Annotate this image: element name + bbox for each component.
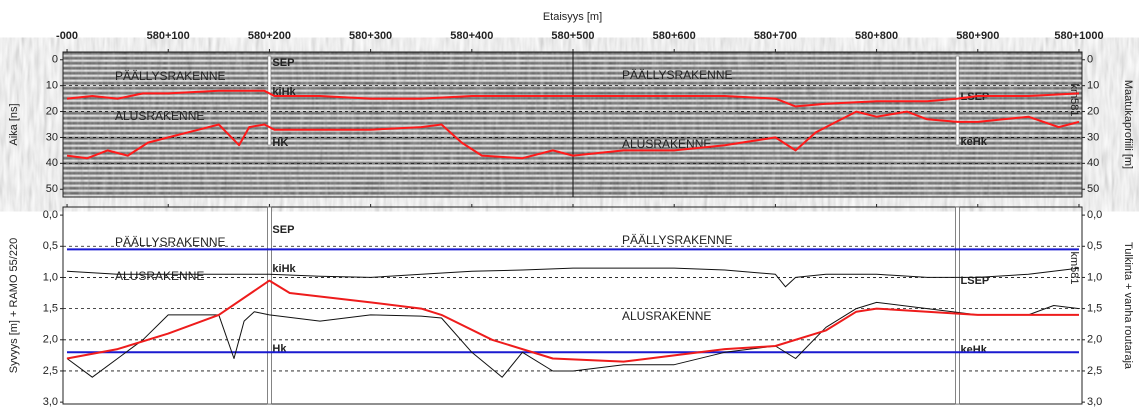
y-tick-label: 20 bbox=[46, 105, 58, 117]
y2-tick-label: 40 bbox=[1087, 157, 1099, 169]
y-tick-label: 0,5 bbox=[43, 240, 58, 252]
x-tick-label: 580+400 bbox=[450, 30, 493, 42]
y2-axis-title: Maatukaprofiili [m] bbox=[1122, 80, 1134, 169]
y2-tick-label: 3,0 bbox=[1087, 396, 1102, 408]
annotation: ALUSRAKENNE bbox=[115, 269, 204, 283]
annotation: ALUSRAKENNE bbox=[622, 309, 711, 323]
y2-tick-label: 0 bbox=[1087, 54, 1093, 66]
y2-tick-label: 50 bbox=[1087, 183, 1099, 195]
marker-label: HK bbox=[272, 137, 288, 149]
y-tick-label: 30 bbox=[46, 131, 58, 143]
plot-frame bbox=[62, 51, 1083, 198]
marker-line bbox=[955, 206, 960, 405]
data-line bbox=[66, 267, 1080, 288]
y2-tick-label: 1,5 bbox=[1087, 303, 1102, 315]
marker-label: keHk bbox=[961, 136, 988, 148]
x-tick-label: 580+300 bbox=[349, 30, 392, 42]
y2-tick-label: 30 bbox=[1087, 131, 1099, 143]
annotation: PÄÄLLYSRAKENNE bbox=[115, 235, 226, 249]
y-tick-label: 2,5 bbox=[43, 365, 58, 377]
y2-tick-label: 0,5 bbox=[1087, 240, 1102, 252]
annotation: PÄÄLLYSRAKENNE bbox=[115, 69, 226, 83]
x-tick-label: 580+600 bbox=[653, 30, 696, 42]
y-tick-label: 50 bbox=[46, 183, 58, 195]
data-line bbox=[66, 279, 1079, 363]
annotation: PÄÄLLYSRAKENNE bbox=[622, 68, 733, 82]
y2-axis-title: Tulkinta + vanha routaraja bbox=[1122, 242, 1134, 370]
marker-label: kiHk bbox=[272, 263, 296, 275]
marker-label: kiHk bbox=[272, 86, 296, 98]
y-axis-title: Syvyys [m] + RAMO 55/220 bbox=[8, 238, 20, 373]
data-line bbox=[66, 89, 1080, 108]
marker-label: LSEP bbox=[961, 275, 990, 287]
annotation: ALUSRAKENNE bbox=[115, 109, 204, 123]
y2-tick-label: 10 bbox=[1087, 80, 1099, 92]
y2-tick-label: 2,0 bbox=[1087, 334, 1102, 346]
data-line bbox=[66, 301, 1080, 378]
x-axis-title: Etaisyys [m] bbox=[543, 11, 602, 23]
annotation: PÄÄLLYSRAKENNE bbox=[622, 233, 733, 247]
y2-tick-label: 2,5 bbox=[1087, 365, 1102, 377]
annotation: ALUSRAKENNE bbox=[622, 137, 711, 151]
x-tick-label: -000 bbox=[56, 30, 78, 42]
x-tick-label: 580+1000 bbox=[1054, 30, 1103, 42]
side-label: km581 bbox=[1068, 83, 1080, 116]
y-tick-label: 3,0 bbox=[43, 396, 58, 408]
marker-label: SEP bbox=[272, 57, 294, 69]
marker-line bbox=[267, 55, 272, 146]
plot-frame bbox=[62, 206, 1083, 405]
y2-tick-label: 0,0 bbox=[1087, 209, 1102, 221]
y-tick-label: 10 bbox=[46, 80, 58, 92]
x-tick-label: 580+800 bbox=[855, 30, 898, 42]
x-tick-label: 580+100 bbox=[147, 30, 190, 42]
marker-line bbox=[955, 55, 960, 146]
x-tick-label: 580+900 bbox=[956, 30, 999, 42]
y-tick-label: 40 bbox=[46, 157, 58, 169]
data-line bbox=[66, 110, 1080, 160]
y-tick-label: 0 bbox=[52, 54, 58, 66]
y-tick-label: 0,0 bbox=[43, 209, 58, 221]
y-tick-label: 1,5 bbox=[43, 303, 58, 315]
y2-tick-label: 20 bbox=[1087, 105, 1099, 117]
side-label: km581 bbox=[1068, 251, 1080, 284]
y-axis-title: Aika [ns] bbox=[8, 103, 20, 145]
y2-tick-label: 1,0 bbox=[1087, 271, 1102, 283]
x-tick-label: 580+200 bbox=[248, 30, 291, 42]
marker-line bbox=[267, 206, 272, 405]
radargram-noise bbox=[63, 52, 1082, 197]
y-tick-label: 2,0 bbox=[43, 334, 58, 346]
marker-label: keHk bbox=[961, 344, 988, 356]
y-tick-label: 1,0 bbox=[43, 271, 58, 283]
x-tick-label: 580+500 bbox=[551, 30, 594, 42]
x-tick-label: 580+700 bbox=[754, 30, 797, 42]
marker-label: SEP bbox=[272, 224, 294, 236]
